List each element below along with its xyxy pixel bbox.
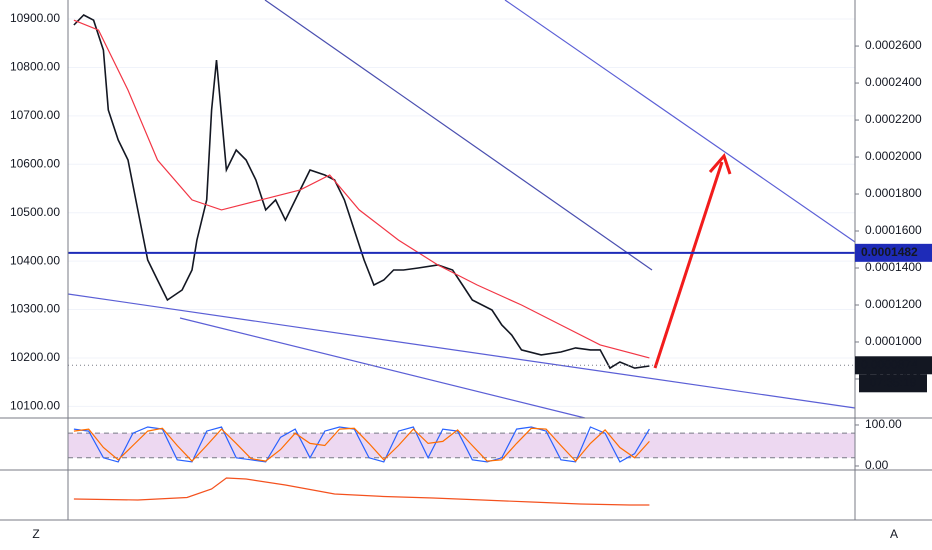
y-tick-label: 10800.00 (10, 60, 60, 74)
y-tick-label: 10500.00 (10, 205, 60, 219)
trend-line (264, 0, 653, 271)
y2-tick-label: 0.0002200 (865, 112, 922, 126)
arrow-head (708, 153, 732, 175)
y-tick-label: 10300.00 (10, 302, 60, 316)
trend-line (67, 293, 856, 409)
y-tick-label: 0.00 (865, 458, 889, 472)
y-tick-label: 10400.00 (10, 253, 60, 267)
y2-tick-label: 0.0001000 (865, 334, 922, 348)
trend-line (179, 317, 586, 419)
price-label-box (855, 243, 932, 262)
series-line (73, 14, 650, 370)
y-tick-label: 100.00 (865, 417, 902, 431)
y-tick-label: 10900.00 (10, 11, 60, 25)
y2-tick-label: 0.0002600 (865, 38, 922, 52)
countdown-box (859, 374, 927, 393)
scale-button[interactable]: Z (32, 527, 39, 541)
marks-layer (67, 0, 856, 506)
arrow (653, 161, 724, 369)
y-tick-label: 10700.00 (10, 108, 60, 122)
y2-tick-label: 0.0002000 (865, 149, 922, 163)
trend-line (504, 0, 856, 243)
y-tick-label: 10100.00 (10, 399, 60, 413)
series-line (73, 426, 650, 463)
y2-tick-label: 0.0001400 (865, 260, 922, 274)
last-price-box (855, 356, 932, 375)
series-line (73, 19, 650, 359)
series-line (73, 427, 650, 463)
y-tick-label: 10200.00 (10, 350, 60, 364)
scale-button[interactable]: A (890, 527, 898, 541)
series-line (73, 477, 650, 506)
price-label: 0.0001482 (861, 245, 918, 259)
y2-tick-label: 0.0001600 (865, 223, 922, 237)
y-tick-label: 10600.00 (10, 156, 60, 170)
last-price-label: 0.0000874 (861, 357, 918, 371)
y2-tick-label: 0.0001800 (865, 186, 922, 200)
countdown-label: 07:35:19 (870, 375, 917, 389)
y2-tick-label: 0.0002400 (865, 75, 922, 89)
y2-tick-label: 0.0001200 (865, 297, 922, 311)
